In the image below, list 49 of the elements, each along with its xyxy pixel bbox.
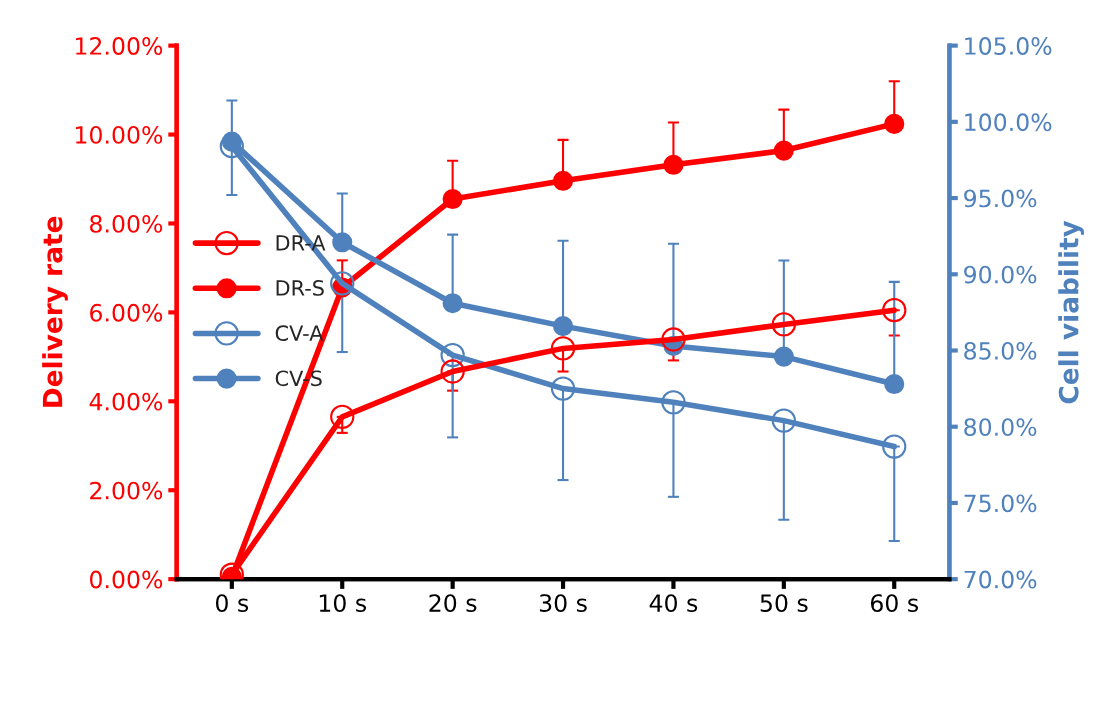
point [330, 404, 355, 430]
y-tick-label: 8.00% [90, 214, 163, 233]
point [661, 327, 686, 352]
legend-label: DR-S [276, 280, 324, 296]
point [884, 113, 905, 134]
point [330, 271, 355, 296]
y2-tick-label: 100.0% [965, 113, 1052, 132]
y-tick-label: 12.00% [76, 37, 163, 55]
y2-tick-label: 95.0% [964, 189, 1037, 208]
x-tick-label: 30 s [539, 594, 587, 613]
x-tick-label: 10 s [319, 594, 367, 613]
point [884, 373, 905, 395]
y2-tick-label: 90.0% [964, 265, 1037, 284]
point [550, 336, 576, 361]
x-tick-label: 40 s [649, 594, 698, 613]
y-tick-label: 4.00% [89, 392, 163, 411]
point [882, 434, 907, 459]
point [550, 376, 576, 401]
point [332, 232, 353, 253]
y-tick-label: 10.00% [76, 126, 163, 144]
point [552, 316, 574, 337]
x-tick-label: 0 s [215, 594, 249, 613]
x-tick-label: 60 s [870, 594, 919, 613]
point [221, 131, 242, 152]
y2-tick-label: 70.0% [964, 570, 1037, 589]
x-tick-label: 20 s [429, 594, 477, 613]
point [552, 170, 574, 191]
y-tick-label: 0.00% [90, 570, 163, 589]
y2-tick-label: 80.0% [964, 418, 1037, 437]
point [771, 408, 796, 433]
x-tick-label: 50 s [760, 594, 808, 613]
point [882, 298, 907, 323]
point [661, 390, 686, 415]
point [663, 154, 684, 175]
point [442, 188, 463, 210]
y2-tick-label: 75.0% [964, 494, 1037, 513]
legend-label: CV-A [275, 325, 324, 342]
y-axis-title: Delivery rate [42, 216, 68, 407]
y-tick-label: 2.00% [90, 481, 163, 500]
point [442, 293, 463, 314]
point [440, 342, 465, 368]
y2-axis-title: Cell viability [1058, 220, 1084, 404]
point [771, 312, 796, 337]
point [440, 359, 465, 384]
y2-tick-label: 105.0% [965, 37, 1052, 55]
y-tick-label: 6.00% [90, 303, 163, 322]
point [773, 346, 794, 367]
y2-tick-label: 85.0% [964, 341, 1037, 360]
point [773, 140, 794, 161]
